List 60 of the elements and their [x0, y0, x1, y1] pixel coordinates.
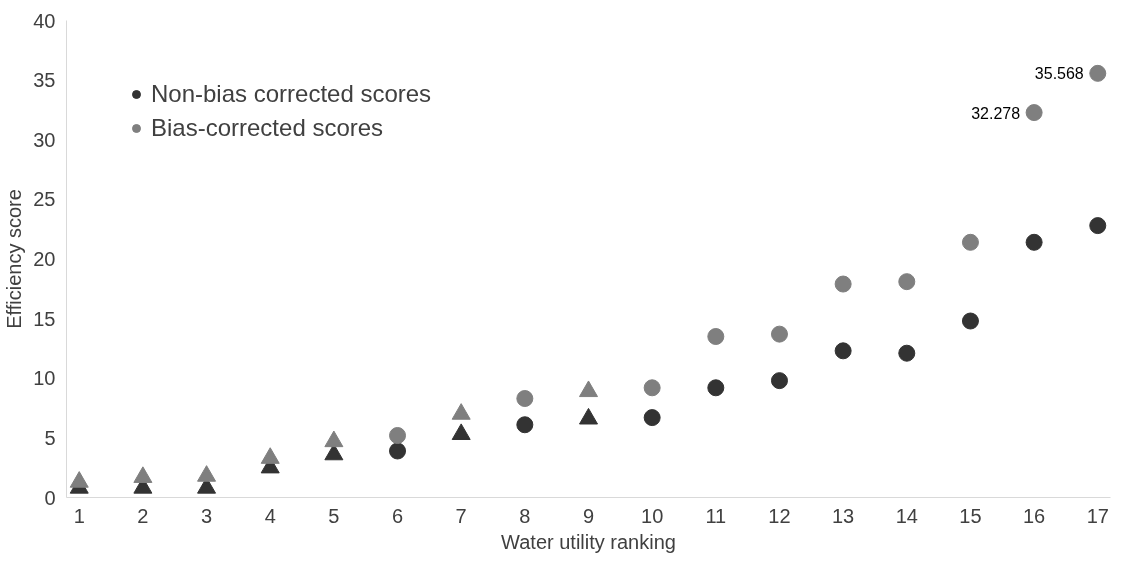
point: [389, 442, 407, 460]
x-tick-label: 12: [768, 504, 791, 527]
point: [389, 427, 407, 444]
point: [1025, 233, 1043, 251]
x-tick-label: 11: [705, 504, 727, 527]
x-tick-label: 7: [455, 504, 467, 527]
x-tick-label: 15: [959, 504, 982, 527]
x-tick-label: 5: [328, 504, 340, 527]
point: [643, 379, 661, 397]
x-tick-label: 9: [582, 504, 595, 527]
point: [69, 471, 89, 488]
point: [260, 447, 280, 464]
point: [516, 416, 534, 434]
x-tick-label: 16: [1022, 504, 1046, 527]
y-tick-label: 20: [33, 248, 56, 270]
legend-label: Bias-corrected scores: [151, 114, 384, 142]
point: [961, 233, 979, 251]
point: [197, 465, 217, 482]
x-tick-label: 14: [895, 504, 918, 527]
y-tick-label: 5: [44, 426, 56, 449]
point: [133, 466, 153, 483]
y-tick-label: 0: [44, 486, 56, 509]
point: [770, 372, 788, 390]
data-label: 35.568: [1034, 65, 1084, 83]
x-tick-label: 17: [1086, 504, 1109, 527]
point: [961, 312, 979, 330]
y-axis-title: Efficiency score: [3, 189, 26, 329]
point: [1089, 217, 1107, 235]
y-tick-label: 30: [33, 128, 56, 151]
point: [707, 328, 725, 345]
point: [579, 380, 598, 398]
point: [516, 390, 534, 408]
y-tick-label: 40: [33, 9, 56, 32]
x-tick-label: 2: [137, 504, 149, 527]
y-tick-label: 35: [33, 69, 56, 92]
point: [643, 409, 661, 427]
point: [770, 325, 788, 343]
point: [451, 403, 471, 420]
point: [451, 423, 471, 440]
x-tick-label: 6: [391, 504, 404, 527]
point: [707, 379, 725, 397]
x-axis-title: Water utility ranking: [501, 530, 676, 553]
x-tick-label: 10: [641, 504, 664, 527]
y-tick-label: 25: [33, 188, 56, 211]
point: [834, 275, 852, 293]
x-tick-label: 3: [200, 504, 213, 527]
y-tick-label: 10: [33, 367, 56, 390]
legend-label: Non-bias corrected scores: [151, 80, 432, 108]
point: [579, 407, 598, 425]
y-tick-label: 15: [33, 307, 56, 330]
point: [898, 273, 916, 291]
point: [834, 342, 852, 360]
point: [898, 344, 916, 362]
x-tick-label: 8: [519, 504, 531, 527]
point: [324, 430, 344, 448]
x-tick-label: 1: [73, 504, 85, 527]
x-tick-label: 13: [832, 504, 855, 527]
data-label: 32.278: [971, 104, 1021, 122]
x-tick-label: 4: [264, 504, 276, 527]
point: [1025, 104, 1043, 122]
